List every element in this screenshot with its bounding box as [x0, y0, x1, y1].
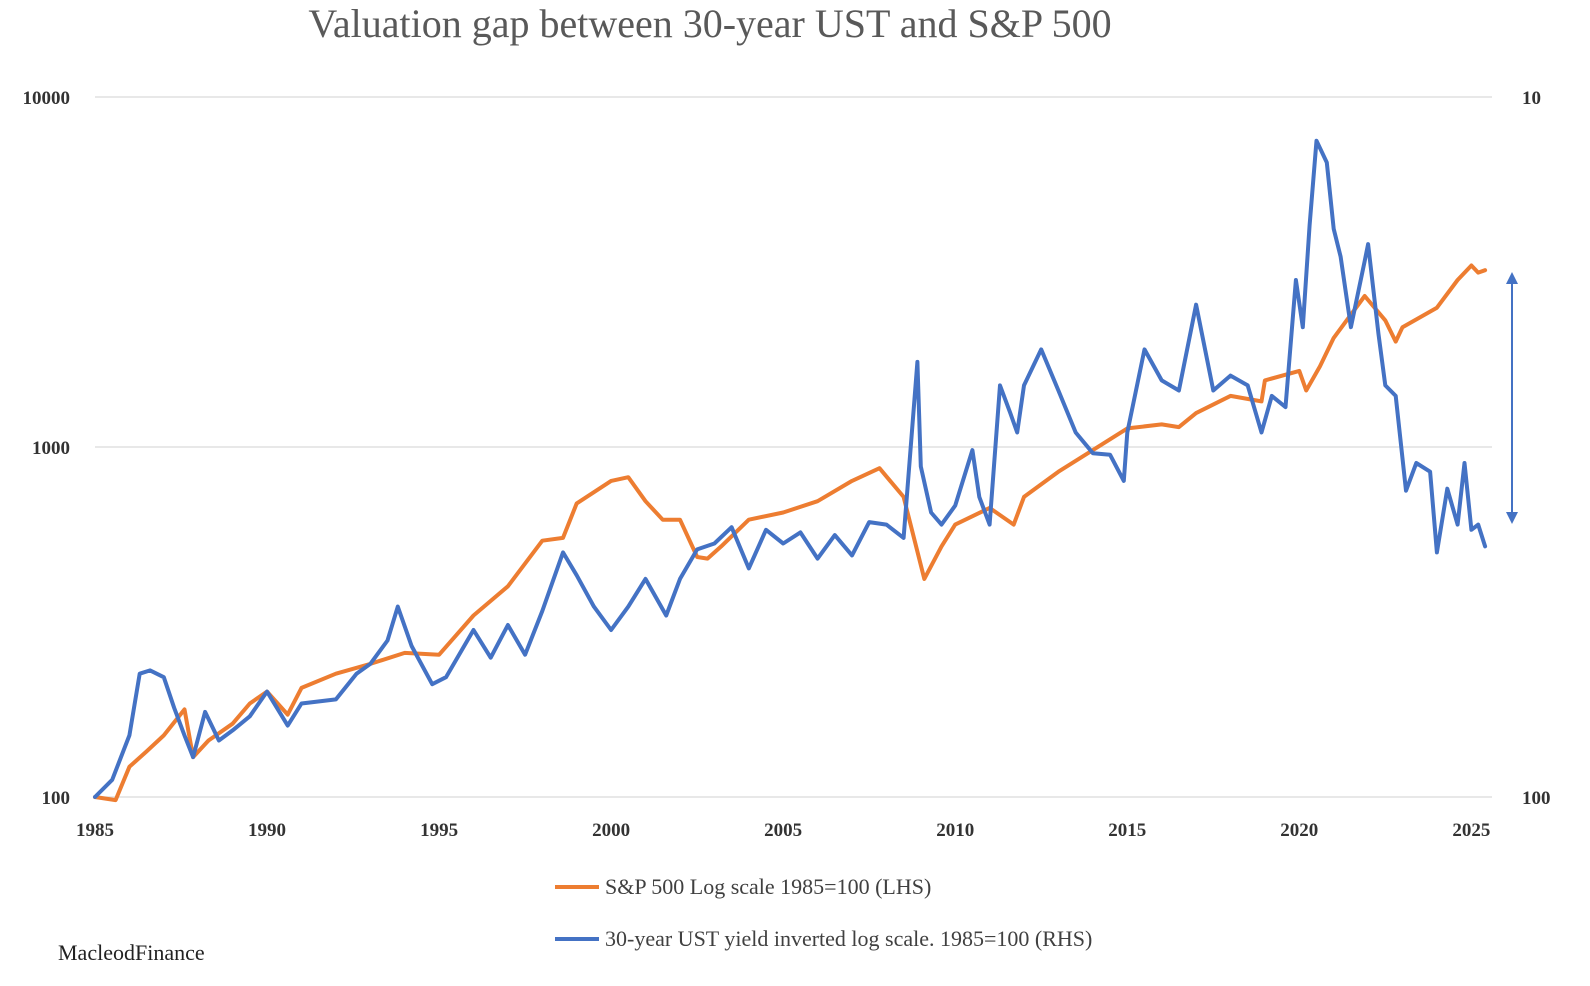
x-tick-label: 2020 [1280, 820, 1318, 841]
x-tick-label: 1995 [420, 820, 458, 841]
x-tick-label: 2025 [1452, 820, 1490, 841]
right-tick-label: 100 [1522, 788, 1551, 809]
x-tick-label: 2015 [1108, 820, 1146, 841]
axis-tick-labels: 100 1000 10000 100 10 1985 1990 1995 2000 2005 201… [23, 88, 1551, 841]
left-tick-label: 10000 [23, 88, 71, 109]
series-line-sp500 [93, 263, 1488, 803]
legend-item-sp500: S&P 500 Log scale 1985=100 (LHS) [555, 874, 931, 900]
legend-item-ust: 30-year UST yield inverted log scale. 19… [555, 926, 1092, 952]
gridlines [95, 96, 1492, 798]
source-watermark: MacleodFinance [58, 940, 205, 965]
left-tick-label: 100 [42, 788, 71, 809]
left-tick-label: 1000 [32, 438, 70, 459]
series-lines [93, 138, 1488, 803]
legend-label-ust: 30-year UST yield inverted log scale. 19… [605, 926, 1093, 951]
legend-swatch-sp500 [555, 884, 599, 889]
gap-arrow-head-down [1506, 512, 1518, 524]
x-tick-label: 1985 [76, 820, 114, 841]
x-tick-label: 1990 [248, 820, 286, 841]
x-tick-label: 2005 [764, 820, 802, 841]
legend-swatch-ust [555, 936, 599, 941]
right-tick-label: 10 [1522, 88, 1541, 109]
series-line-ust [93, 138, 1488, 799]
x-tick-label: 2010 [936, 820, 974, 841]
x-tick-label: 2000 [592, 820, 630, 841]
gap-arrow-head-up [1506, 272, 1518, 284]
legend-label-sp500: S&P 500 Log scale 1985=100 (LHS) [605, 874, 932, 899]
gap-arrow [1506, 272, 1518, 524]
chart-title: Valuation gap between 30-year UST and S&… [308, 1, 1112, 46]
